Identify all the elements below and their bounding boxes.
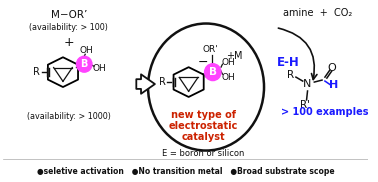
- Text: +M: +M: [226, 51, 242, 61]
- Text: amine  +  CO₂: amine + CO₂: [283, 8, 352, 18]
- Text: catalyst: catalyst: [181, 132, 225, 142]
- Text: E = boron or silicon: E = boron or silicon: [162, 149, 244, 158]
- Text: OH: OH: [222, 58, 235, 67]
- Text: R: R: [159, 77, 166, 87]
- Text: O: O: [327, 63, 336, 73]
- Text: B: B: [81, 59, 88, 69]
- FancyArrowPatch shape: [278, 28, 317, 80]
- Circle shape: [76, 56, 92, 72]
- Circle shape: [204, 64, 221, 81]
- Text: R': R': [300, 100, 310, 110]
- Text: H: H: [329, 80, 338, 90]
- Text: M−OR’: M−OR’: [51, 10, 87, 20]
- Text: (availability: > 1000): (availability: > 1000): [27, 112, 111, 121]
- FancyArrowPatch shape: [136, 74, 155, 94]
- Text: > 100 examples: > 100 examples: [281, 107, 369, 117]
- Text: OH: OH: [93, 64, 107, 73]
- Text: OH: OH: [222, 73, 235, 82]
- Text: new type of: new type of: [170, 110, 235, 120]
- Text: (availability: > 100): (availability: > 100): [29, 23, 108, 32]
- Text: −: −: [198, 56, 208, 69]
- Text: electrostatic: electrostatic: [169, 121, 238, 131]
- Text: OH: OH: [79, 46, 93, 55]
- Text: ●seletive activation   ●No transition metal   ●Broad substrate scope: ●seletive activation ●No transition meta…: [37, 167, 335, 176]
- Text: N: N: [303, 79, 312, 89]
- Text: OR': OR': [203, 45, 219, 54]
- Text: R: R: [287, 70, 294, 80]
- Text: R: R: [33, 67, 40, 77]
- Text: B: B: [209, 67, 217, 77]
- Text: +: +: [64, 36, 74, 49]
- Text: E-H: E-H: [277, 56, 300, 69]
